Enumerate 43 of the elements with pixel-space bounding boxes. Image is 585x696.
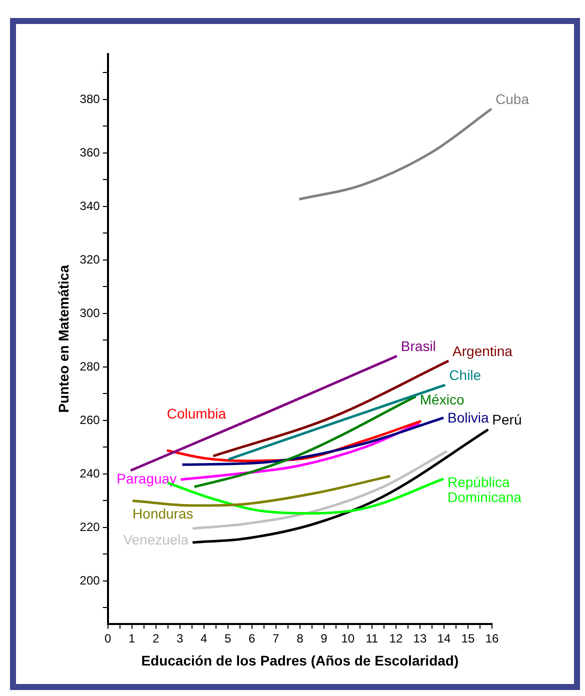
x-tick-label: 11 <box>366 631 378 646</box>
x-tick-label: 3 <box>176 631 184 646</box>
x-tick-label: 12 <box>389 631 403 646</box>
x-tick-label: 9 <box>320 631 328 646</box>
x-tick-label: 16 <box>485 631 499 646</box>
y-tick-label: 240 <box>80 466 100 480</box>
x-tick-label: 13 <box>413 631 427 646</box>
series-label: Chile <box>449 366 482 383</box>
series-label: Brasil <box>400 338 436 354</box>
y-tick-label: 380 <box>80 92 100 106</box>
series-label: México <box>420 391 464 408</box>
series-label: Cuba <box>496 90 530 107</box>
line-series <box>298 108 492 201</box>
series-label: Bolivia <box>447 409 489 426</box>
x-tick-label: 4 <box>200 631 208 646</box>
x-tick-label: 7 <box>272 631 280 646</box>
y-tick-label: 200 <box>80 573 100 588</box>
y-tick-label: 320 <box>80 252 100 266</box>
y-tick-label: 260 <box>80 412 100 427</box>
x-tick-label: 14 <box>437 631 451 646</box>
y-tick-label: 360 <box>80 145 100 160</box>
x-tick-label: 5 <box>224 631 232 646</box>
x-tick-label: 15 <box>461 631 475 646</box>
x-tick-label: 6 <box>248 631 256 646</box>
series-label: Argentina <box>452 342 513 359</box>
text: Columbia <box>166 405 226 422</box>
y-tick-label: 340 <box>80 198 100 213</box>
x-tick-label: 1 <box>128 631 136 646</box>
y-tick-label: 280 <box>80 359 100 374</box>
series-label: Venezuela <box>123 532 189 548</box>
y-tick-label: 300 <box>80 306 100 320</box>
x-tick-label: 0 <box>104 631 112 646</box>
y-tick-label: 220 <box>80 520 100 534</box>
x-tick-label: 8 <box>296 631 304 646</box>
series-label: Paraguay <box>116 470 177 487</box>
line-series <box>191 450 448 530</box>
series-label: Honduras <box>132 506 194 522</box>
y-axis-title: Punteo en Matemática <box>55 264 72 413</box>
x-tick-label: 2 <box>152 631 160 646</box>
x-axis-title: Educación de los Padres (Años de Escolaridad) <box>141 652 459 668</box>
x-tick-label: 10 <box>341 631 355 646</box>
series-label: República Dominicana <box>447 474 522 505</box>
series-label: Perú <box>492 412 522 428</box>
